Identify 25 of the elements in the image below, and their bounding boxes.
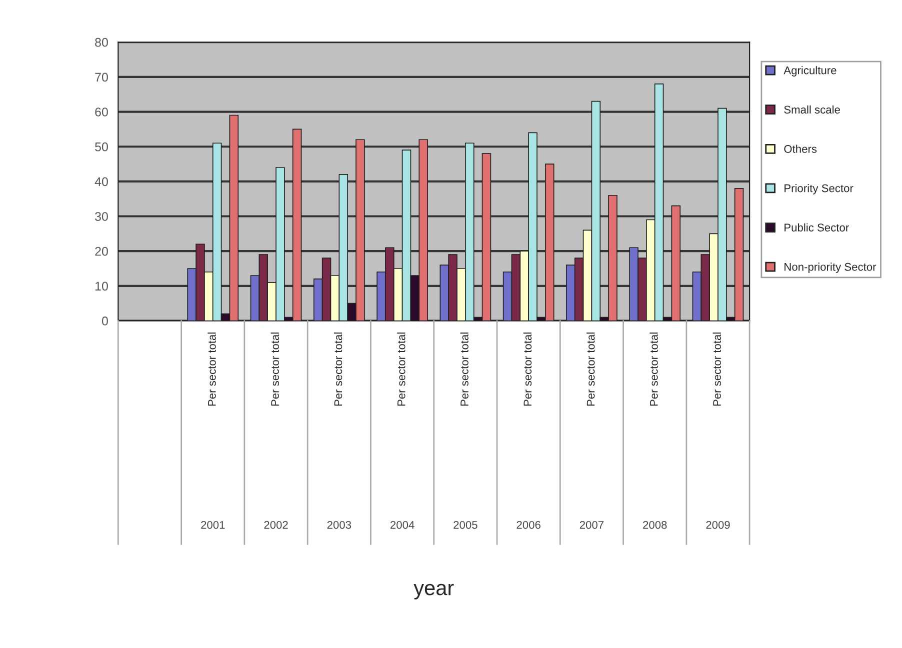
- y-tick-label: 30: [95, 212, 108, 221]
- category-label: 2009 Per sector total: [706, 332, 730, 529]
- y-tick-label: 40: [94, 177, 108, 186]
- legend-label: Agriculture: [784, 66, 836, 76]
- legend-label: Public Sector: [784, 223, 849, 232]
- category-label: 2007 Per sector total: [580, 332, 604, 529]
- legend-label: Non-priority Sector: [784, 262, 876, 273]
- y-tick-label: 80: [95, 38, 108, 47]
- legend-label: Others: [784, 144, 817, 153]
- y-tick-label: 10: [95, 282, 108, 291]
- y-tick-label: 0: [102, 316, 108, 326]
- category-label: 2004 Per sector total: [390, 332, 414, 529]
- legend-label: Priority Sector: [784, 184, 854, 194]
- y-tick-label: 20: [95, 246, 108, 256]
- y-tick-label: 50: [95, 142, 108, 152]
- category-label: 2008 Per sector total: [643, 332, 667, 529]
- category-label: 2003 Per sector total: [327, 332, 352, 529]
- category-label: 2005 Per sector total: [454, 332, 478, 529]
- legend-label: Small scale: [784, 105, 840, 114]
- category-label: 2001 Per sector total: [201, 332, 225, 529]
- text: year: [414, 584, 454, 600]
- y-tick-label: 70: [95, 72, 108, 82]
- category-label: 2002 Per sector total: [264, 332, 288, 529]
- category-label: 2006 Per sector total: [516, 332, 540, 529]
- y-tick-label: 60: [95, 108, 108, 116]
